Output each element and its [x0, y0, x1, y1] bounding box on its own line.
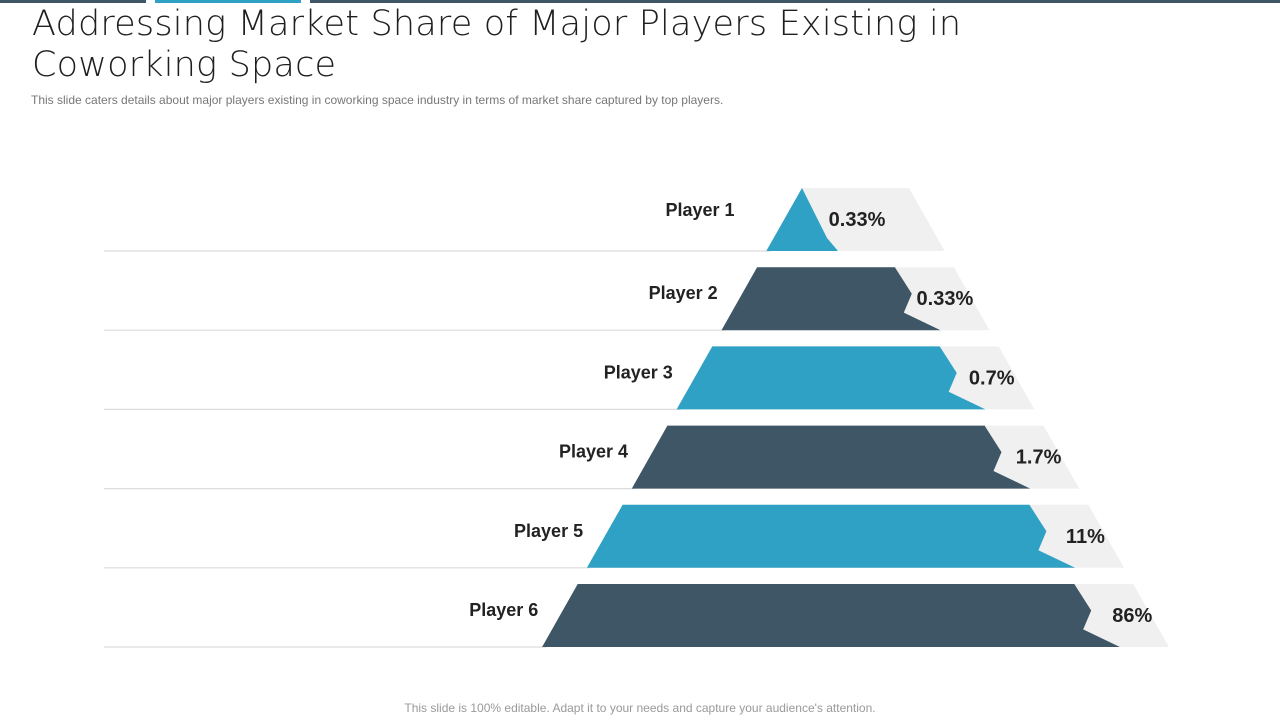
value-label-4: 1.7% — [1016, 447, 1062, 469]
top-accent-bar-right — [310, 0, 1280, 3]
player-label-1: Player 1 — [665, 200, 734, 220]
pyramid-tier-4 — [631, 425, 1031, 489]
value-tabs — [542, 188, 1169, 647]
value-label-3: 0.7% — [969, 367, 1015, 389]
value-label-5: 11% — [1066, 526, 1105, 548]
top-accent-bar-middle — [155, 0, 301, 3]
player-label-5: Player 5 — [514, 521, 583, 541]
top-accent-bar-left — [0, 0, 146, 3]
value-labels: 0.33% 0.33% 0.7% 1.7% 11% 86% — [829, 209, 1153, 627]
slide-title: Addressing Market Share of Major Players… — [32, 4, 962, 85]
tier-dividers — [104, 250, 771, 648]
pyramid-tier-1 — [766, 188, 838, 251]
pyramid-tier-2 — [721, 267, 941, 331]
player-labels: Player 1 Player 2 Player 3 Player 4 Player 5… — [469, 200, 734, 620]
player-label-2: Player 2 — [649, 283, 718, 303]
player-label-4: Player 4 — [559, 442, 628, 462]
pyramid-tier-3 — [676, 346, 986, 410]
pyramid-tier-6 — [542, 584, 1120, 647]
pyramid-tiers — [542, 188, 1120, 647]
value-label-6: 86% — [1112, 605, 1152, 627]
pyramid-tier-5 — [586, 504, 1076, 568]
slide-subtitle: This slide caters details about major pl… — [31, 93, 724, 107]
player-label-6: Player 6 — [469, 600, 538, 620]
value-label-2: 0.33% — [917, 288, 974, 310]
value-label-1: 0.33% — [829, 209, 886, 231]
player-label-3: Player 3 — [604, 362, 673, 382]
slide-footer: This slide is 100% editable. Adapt it to… — [404, 701, 876, 715]
